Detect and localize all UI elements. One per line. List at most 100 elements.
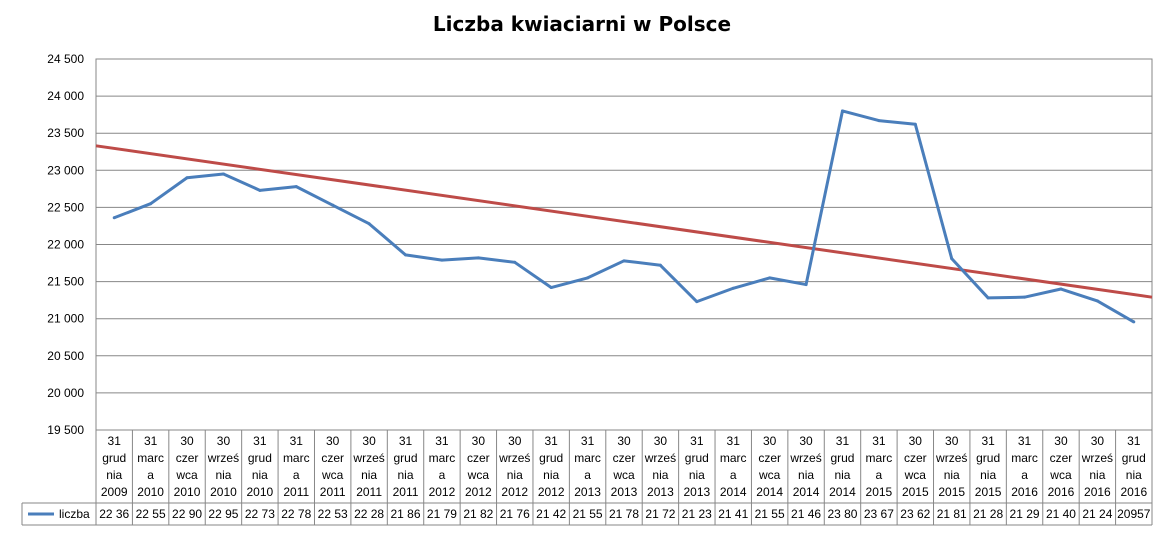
data-label: 22 73 <box>245 507 275 521</box>
x-tick-label: 31 <box>872 434 886 448</box>
x-tick-label: nia <box>215 468 231 482</box>
x-tick-label: nia <box>944 468 960 482</box>
y-tick-label: 19 500 <box>47 423 84 437</box>
x-tick-label: 31 <box>435 434 449 448</box>
y-tick-label: 22 000 <box>47 238 84 252</box>
x-tick-label: 2010 <box>174 485 201 499</box>
x-tick-label: grud <box>685 451 709 465</box>
x-tick-label: 30 <box>1091 434 1105 448</box>
x-tick-label: 2013 <box>574 485 601 499</box>
data-label: 21 46 <box>791 507 821 521</box>
x-tick-label: wca <box>612 468 635 482</box>
x-tick-label: nia <box>980 468 996 482</box>
x-tick-label: grud <box>976 451 1000 465</box>
data-point <box>840 109 844 113</box>
data-point <box>258 188 262 192</box>
data-label: 21 41 <box>718 507 748 521</box>
x-tick-label: 30 <box>362 434 376 448</box>
data-point <box>367 222 371 226</box>
x-tick-label: 2013 <box>683 485 710 499</box>
x-tick-label: grud <box>539 451 563 465</box>
y-tick-label: 22 500 <box>47 200 84 214</box>
x-tick-label: 31 <box>108 434 122 448</box>
data-point <box>513 260 517 264</box>
x-tick-label: a <box>439 468 446 482</box>
y-tick-label: 20 500 <box>47 349 84 363</box>
x-tick-label: 2013 <box>647 485 674 499</box>
x-tick-label: 31 <box>1127 434 1141 448</box>
x-tick-label: a <box>147 468 154 482</box>
data-label: 22 36 <box>99 507 129 521</box>
data-point <box>913 122 917 126</box>
y-tick-label: 23 000 <box>47 163 84 177</box>
data-point <box>986 296 990 300</box>
x-tick-label: 30 <box>799 434 813 448</box>
x-tick-label: marc <box>1011 451 1038 465</box>
data-point <box>768 276 772 280</box>
x-tick-label: 30 <box>654 434 668 448</box>
x-tick-label: czer <box>1050 451 1073 465</box>
x-tick-label: 2015 <box>902 485 929 499</box>
data-label: 22 53 <box>318 507 348 521</box>
data-point <box>440 258 444 262</box>
x-tick-label: nia <box>798 468 814 482</box>
data-label: 22 95 <box>208 507 238 521</box>
x-tick-label: 2011 <box>283 485 309 499</box>
x-tick-label: grud <box>394 451 418 465</box>
y-tick-label: 24 500 <box>47 52 84 66</box>
data-label: 21 76 <box>500 507 530 521</box>
x-tick-label: czer <box>758 451 781 465</box>
x-tick-label: 30 <box>508 434 522 448</box>
plot-area <box>95 58 1153 431</box>
chart-title: Liczba kwiaciarni w Polsce <box>432 12 732 36</box>
data-label: 21 79 <box>427 507 457 521</box>
x-tick-label: 31 <box>836 434 850 448</box>
y-tick-label: 20 000 <box>47 386 84 400</box>
x-tick-label: marc <box>720 451 747 465</box>
data-label: 23 80 <box>827 507 857 521</box>
x-tick-label: nia <box>398 468 414 482</box>
data-point <box>1059 287 1063 291</box>
x-tick-label: 2010 <box>137 485 164 499</box>
x-tick-label: 2014 <box>720 485 747 499</box>
x-tick-label: marc <box>137 451 164 465</box>
x-tick-label: a <box>730 468 737 482</box>
data-label: 21 72 <box>645 507 675 521</box>
y-tick-label: 23 500 <box>47 126 84 140</box>
x-tick-label: 2015 <box>975 485 1002 499</box>
data-point <box>877 119 881 123</box>
data-label: 21 81 <box>937 507 967 521</box>
data-label: 21 78 <box>609 507 639 521</box>
x-tick-label: nia <box>652 468 668 482</box>
data-point <box>658 263 662 267</box>
x-tick-label: grud <box>830 451 854 465</box>
x-tick-label: 2016 <box>1048 485 1075 499</box>
x-tick-label: 2011 <box>320 485 346 499</box>
data-label: 22 28 <box>354 507 384 521</box>
data-point <box>622 259 626 263</box>
x-tick-label: 30 <box>217 434 231 448</box>
x-tick-label: nia <box>106 468 122 482</box>
x-tick-label: 2014 <box>829 485 856 499</box>
x-tick-label: 31 <box>690 434 704 448</box>
x-tick-label: 30 <box>763 434 777 448</box>
x-tick-label: a <box>293 468 300 482</box>
data-point <box>149 202 153 206</box>
x-tick-label: 2014 <box>793 485 820 499</box>
x-tick-label: 2012 <box>429 485 456 499</box>
x-tick-label: 31 <box>581 434 595 448</box>
x-tick-label: 31 <box>144 434 158 448</box>
x-tick-label: 2012 <box>538 485 565 499</box>
x-tick-label: 2015 <box>866 485 893 499</box>
data-label: 21 82 <box>463 507 493 521</box>
y-tick-label: 24 000 <box>47 89 84 103</box>
data-label: 21 29 <box>1010 507 1040 521</box>
x-tick-label: wrześ <box>789 451 821 465</box>
x-tick-label: 30 <box>180 434 194 448</box>
data-point <box>1023 295 1027 299</box>
x-tick-label: marc <box>283 451 310 465</box>
x-tick-label: wca <box>1049 468 1072 482</box>
x-tick-label: marc <box>429 451 456 465</box>
x-tick-label: czer <box>613 451 636 465</box>
